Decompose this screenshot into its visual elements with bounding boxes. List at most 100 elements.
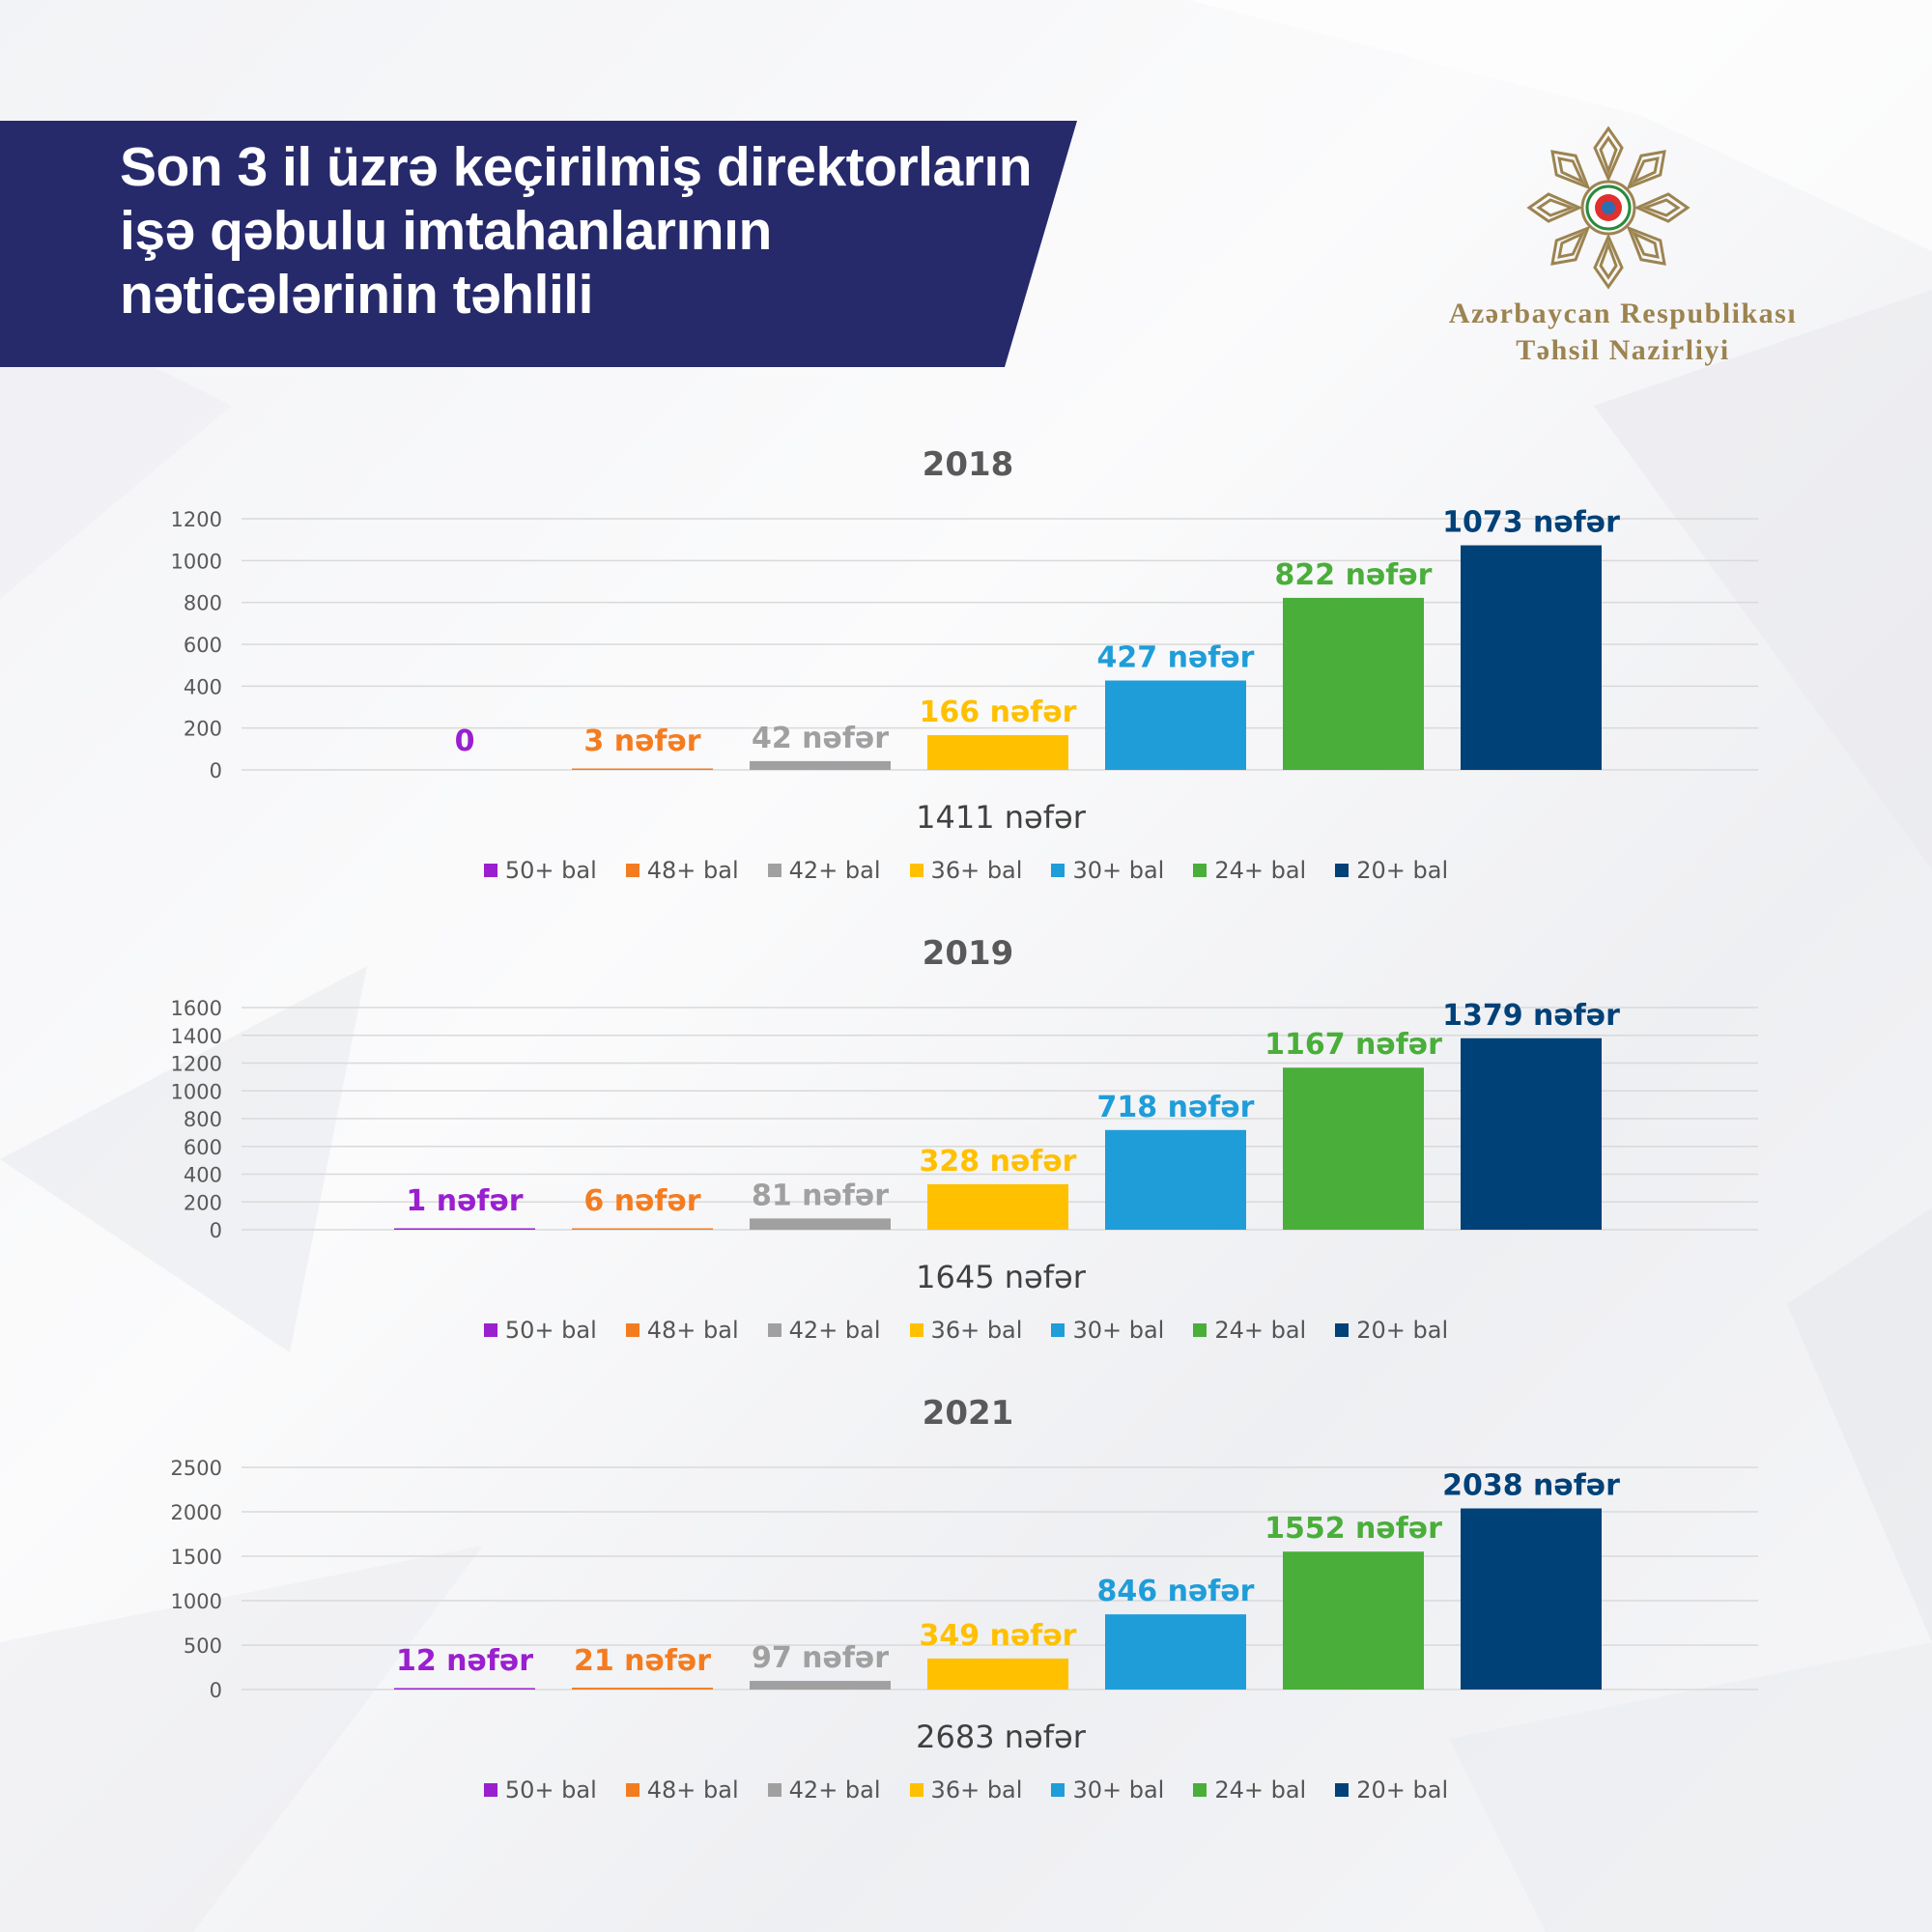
bar-48-bal [572,1688,713,1690]
legend-label: 30+ bal [1072,1317,1165,1344]
y-tick-label: 0 [210,1679,222,1702]
legend-label: 20+ bal [1356,1317,1449,1344]
title-line-1: Son 3 il üzrə keçirilmiş direktorların [120,136,1033,198]
bar-36-bal [927,1183,1068,1230]
chart-legend: 50+ bal 48+ bal 42+ bal 36+ bal 30+ bal 24+ b… [0,857,1932,884]
legend-swatch [1051,1783,1065,1797]
bar-48-bal [572,1228,713,1230]
chart-2019-svg: 2019 0 200 400 600 800 1000 1200 1400 1600 1 nəfər… [171,934,1758,1295]
x-axis-label: 1411 nəfər [916,799,1087,836]
legend-item: 30+ bal [1051,1776,1164,1804]
legend-item: 42+ bal [767,1776,881,1804]
legend-item: 36+ bal [909,1776,1022,1804]
legend-item: 42+ bal [767,1317,881,1344]
data-label: 328 nəfər [920,1145,1077,1179]
legend-label: 30+ bal [1072,1776,1165,1804]
legend-swatch [909,864,923,877]
legend-label: 48+ bal [646,1776,739,1804]
chart-legend: 50+ bal 48+ bal 42+ bal 36+ bal 30+ bal 24+ b… [0,1776,1932,1804]
bar-42-bal [750,1218,891,1230]
legend-label: 42+ bal [788,857,881,884]
bar-20-bal [1461,1508,1602,1690]
y-tick-label: 0 [210,1219,222,1242]
title-line-2: işə qəbulu imtahanlarının [120,200,772,262]
bar-42-bal [750,760,891,770]
legend-label: 50+ bal [504,1776,597,1804]
legend-swatch [909,1323,923,1337]
y-tick-label: 1200 [171,1053,222,1076]
y-tick-label: 200 [184,1191,222,1214]
legend-swatch [1193,864,1208,877]
bar-36-bal [927,735,1068,770]
y-tick-label: 1000 [171,1590,222,1613]
title-banner [0,121,1077,367]
data-label: 1379 nəfər [1442,999,1620,1033]
chart-legend: 50+ bal 48+ bal 42+ bal 36+ bal 30+ bal 24+ b… [0,1317,1932,1344]
legend-swatch [767,1323,781,1337]
y-tick-label: 200 [184,718,222,741]
legend-label: 20+ bal [1356,857,1449,884]
data-label: 6 nəfər [583,1184,700,1218]
data-label: 2038 nəfər [1442,1469,1620,1503]
bar-24-bal [1283,1067,1424,1230]
bar-30-bal [1105,1129,1246,1230]
y-tick-label: 2000 [171,1501,222,1524]
legend-swatch [483,1783,497,1797]
legend-label: 24+ bal [1214,857,1307,884]
legend-item: 20+ bal [1335,1776,1448,1804]
data-label: 81 nəfər [752,1179,889,1212]
legend-label: 24+ bal [1214,1776,1307,1804]
chart-2018: 2018 0 200 400 600 800 1000 1200 0 3 nəfər 42 nəfə… [0,444,1932,898]
legend-item: 24+ bal [1193,1317,1306,1344]
ministry-line-1: Azərbaycan Respublikası [1448,298,1798,329]
legend-item: 30+ bal [1051,1317,1164,1344]
data-label: 349 nəfər [920,1619,1077,1653]
legend-label: 50+ bal [504,857,597,884]
legend-swatch [1193,1783,1208,1797]
legend-label: 50+ bal [504,1317,597,1344]
legend-item: 50+ bal [483,857,597,884]
legend-swatch [1051,864,1065,877]
bar-50-bal [394,1228,535,1230]
y-tick-label: 600 [184,634,222,657]
bar-24-bal [1283,1551,1424,1690]
legend-item: 48+ bal [625,857,739,884]
y-tick-label: 1400 [171,1025,222,1048]
y-tick-label: 1000 [171,550,222,573]
y-tick-label: 1200 [171,508,222,531]
data-label: 3 nəfər [583,724,700,758]
legend-label: 36+ bal [930,857,1023,884]
legend-label: 30+ bal [1072,857,1165,884]
legend-item: 24+ bal [1193,857,1306,884]
chart-2021-svg: 2021 0 500 1000 1500 2000 2500 12 nəfər 21 nəfər… [171,1394,1758,1755]
y-tick-label: 1500 [171,1546,222,1569]
legend-swatch [767,1783,781,1797]
data-label: 166 nəfər [920,696,1077,729]
x-axis-label: 2683 nəfər [916,1719,1087,1755]
chart-title: 2018 [923,445,1014,484]
legend-label: 36+ bal [930,1317,1023,1344]
bar-30-bal [1105,1614,1246,1690]
data-label: 718 nəfər [1097,1091,1255,1124]
y-tick-label: 500 [184,1634,222,1658]
ministry-name: Azərbaycan Respublikası Təhsil Nazirliyi [1372,296,1874,369]
legend-label: 42+ bal [788,1776,881,1804]
data-label: 0 [455,724,475,758]
title-line-3: nəticələrinin təhlili [120,264,593,326]
legend-swatch [1051,1323,1065,1337]
legend-item: 36+ bal [909,1317,1023,1344]
legend-swatch [1335,1783,1350,1797]
data-label: 42 nəfər [752,722,889,755]
legend-item: 20+ bal [1335,1317,1448,1344]
y-tick-label: 0 [210,759,222,782]
chart-2019: 2019 0 200 400 600 800 1000 1200 1400 1600 1 nəfər… [0,904,1932,1358]
chart-2021: 2021 0 500 1000 1500 2000 2500 12 nəfər 21 nəfər… [0,1364,1932,1818]
legend-swatch [483,864,497,877]
legend-label: 48+ bal [646,1317,739,1344]
legend-item: 50+ bal [483,1317,597,1344]
bar-48-bal [572,768,713,770]
data-label: 12 nəfər [396,1644,533,1678]
y-tick-label: 400 [184,675,222,698]
bar-20-bal [1461,545,1602,770]
chart-2018-svg: 2018 0 200 400 600 800 1000 1200 0 3 nəfər 42 nəfə… [171,445,1758,836]
